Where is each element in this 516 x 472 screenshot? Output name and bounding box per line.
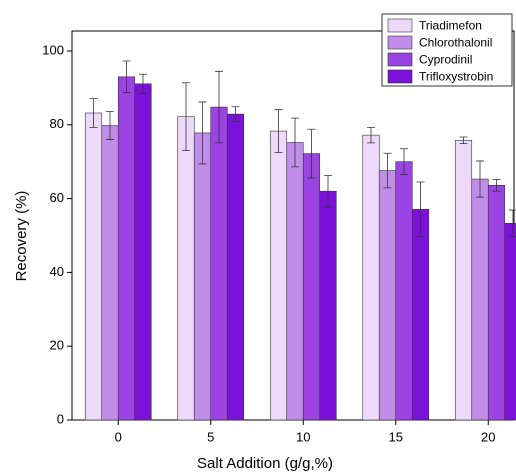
x-tick-label: 15: [389, 429, 403, 444]
legend-swatch: [387, 52, 413, 67]
legend-swatch: [387, 69, 413, 84]
bar: [101, 125, 119, 421]
error-bar: [400, 148, 408, 176]
y-tick-label: 20: [50, 338, 64, 353]
y-axis-title: Recovery (%): [13, 191, 30, 282]
bar: [117, 76, 136, 421]
legend-label: Trifloxystrobin: [419, 70, 493, 84]
bar: [226, 113, 245, 421]
bar: [302, 153, 321, 421]
bar: [471, 178, 489, 421]
bar: [454, 139, 473, 421]
y-tick-label: 40: [50, 264, 64, 279]
error-bar: [492, 179, 501, 192]
bar: [504, 223, 516, 421]
error-bar: [383, 152, 392, 189]
bar: [193, 132, 212, 421]
error-bar: [307, 128, 316, 179]
legend-label: Cyprodinil: [419, 53, 472, 67]
legend-swatch: [387, 35, 413, 50]
bar: [378, 170, 397, 421]
error-bar: [198, 101, 207, 165]
y-tick-label: 60: [50, 190, 64, 205]
error-bar: [231, 106, 240, 122]
y-tick-label: 80: [50, 116, 64, 131]
y-tick-label: 100: [42, 42, 64, 57]
bar: [134, 83, 152, 421]
bar: [84, 112, 103, 421]
bar: [210, 106, 228, 421]
error-bar: [291, 117, 299, 168]
error-bar: [182, 82, 190, 152]
error-bar: [139, 73, 147, 94]
bar: [395, 161, 413, 421]
x-tick-label: 10: [296, 429, 310, 444]
error-bar: [106, 111, 114, 140]
x-tick-label: 5: [207, 429, 214, 444]
bar: [319, 190, 337, 421]
error-bar: [476, 160, 484, 198]
legend-swatch: [387, 18, 413, 33]
legend-label: Chlorothalonil: [419, 36, 492, 50]
error-bar: [459, 136, 468, 145]
error-bar: [215, 70, 223, 144]
x-axis-title: Salt Addition (g/g,%): [197, 455, 333, 472]
x-tick-label: 0: [115, 429, 122, 444]
bar: [411, 209, 430, 421]
error-bar: [416, 181, 425, 238]
error-bar: [89, 98, 98, 128]
error-bar: [324, 174, 332, 208]
bar: [487, 185, 506, 421]
legend-label: Triadimefon: [419, 19, 482, 33]
bar: [177, 116, 195, 421]
y-tick-label: 0: [57, 411, 64, 426]
error-bar: [274, 109, 283, 153]
legend: Triadimefon Chlorothalonil Cyprodinil Trifl…: [381, 13, 513, 87]
bar: [362, 134, 380, 421]
error-bar: [122, 60, 131, 94]
bar: [286, 142, 304, 421]
x-tick-label: 20: [481, 429, 495, 444]
bar: [269, 130, 288, 421]
error-bar: [367, 126, 375, 144]
